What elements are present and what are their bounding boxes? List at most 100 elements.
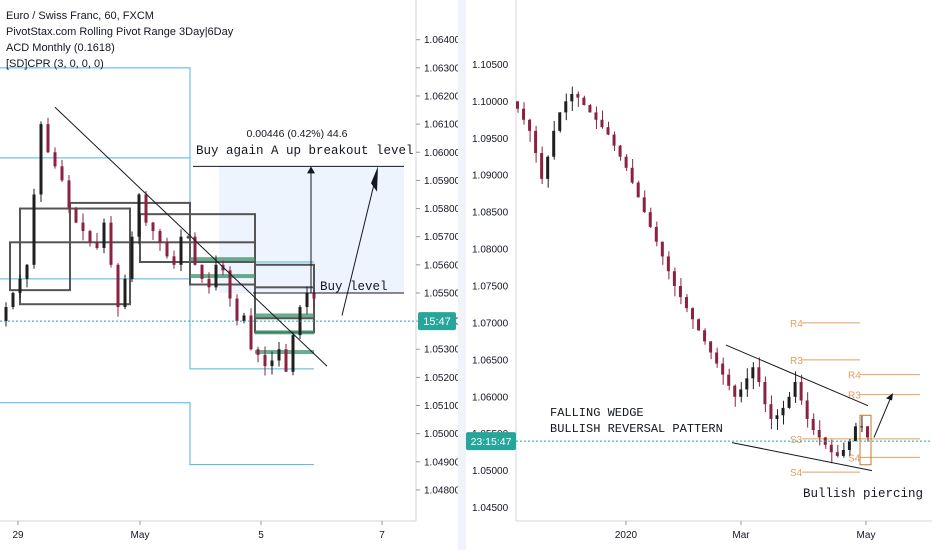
candle-body (859, 426, 863, 428)
candle-body (207, 278, 211, 288)
candle-body (612, 134, 616, 146)
candle-body (727, 374, 731, 386)
y-tick-label: 1.06100 (424, 120, 461, 131)
candle-body (546, 156, 550, 179)
candle-body (32, 194, 36, 265)
candle-body (11, 292, 15, 308)
y-tick-label: 1.05500 (424, 288, 461, 299)
y-tick-label: 1.05900 (424, 176, 461, 187)
candle-body (312, 292, 316, 299)
candle-body (39, 124, 43, 195)
candle-body (540, 153, 544, 179)
candle-body (67, 180, 71, 209)
candle-body (733, 385, 737, 397)
wedge-lower-line (731, 442, 873, 472)
buy-level-label: Buy level (320, 280, 388, 294)
measure-arrowhead (307, 166, 315, 174)
candle-body (81, 222, 85, 232)
candle-body (200, 264, 204, 279)
y-tick-label: 1.10000 (472, 97, 509, 108)
legend-indicator-cpr[interactable]: [SD]CPR (3, 0, 0, 0) (6, 58, 104, 70)
candle-body (799, 382, 803, 401)
candle-body (691, 308, 694, 320)
cpr-green-band (255, 330, 314, 335)
breakout-arrow (873, 394, 893, 438)
candle-body (53, 152, 57, 167)
candle-body (666, 256, 670, 272)
candle-body (817, 430, 821, 438)
candle-body (697, 319, 701, 331)
pivot-lower-line (0, 402, 314, 466)
pivot-level-label: S4 (790, 468, 803, 479)
candle-body (769, 404, 773, 419)
current-price-tag (466, 432, 516, 451)
chart-legend: Euro / Swiss Franc, 60, FXCM PivotStax.c… (6, 8, 233, 72)
candle-body (570, 93, 574, 102)
candle-body (660, 241, 664, 257)
y-tick-label: 1.08500 (472, 208, 509, 219)
y-tick-label: 1.10500 (472, 60, 509, 71)
candle-body (672, 271, 676, 286)
y-tick-label: 1.05000 (424, 429, 461, 440)
cpr-green-band (190, 257, 255, 262)
y-tick-label: 1.07500 (472, 281, 509, 292)
x-tick-label: 5 (258, 530, 264, 541)
candle-body (193, 236, 197, 265)
legend-title[interactable]: Euro / Swiss Franc, 60, FXCM (6, 10, 154, 22)
y-tick-label: 1.05200 (424, 373, 461, 384)
candle-body (552, 130, 556, 157)
candle-body (179, 236, 183, 265)
pivot-s1-line (0, 278, 314, 370)
pivot-level-label: S4 (848, 453, 861, 464)
candle-body (263, 354, 267, 367)
wedge-subtitle-label: BULLISH REVERSAL PATTERN (550, 422, 723, 436)
candle-body (186, 236, 190, 238)
candle-body (256, 349, 260, 355)
cpr-green-band (255, 313, 314, 318)
y-tick-label: 1.05100 (424, 401, 461, 412)
pivot-level-label: S3 (790, 435, 803, 446)
candle-body (624, 156, 628, 168)
candle-body (648, 212, 652, 227)
candle-body (242, 315, 246, 322)
current-price-label: 15:47 (423, 316, 451, 328)
candle-body (576, 93, 580, 98)
y-tick-label: 1.05300 (424, 345, 461, 356)
candle-body (270, 360, 274, 367)
candle-body (721, 363, 725, 375)
y-tick-label: 1.06300 (424, 63, 461, 74)
projection-arrow (341, 171, 378, 316)
cpr-box (69, 201, 191, 244)
legend-indicator-acd[interactable]: ACD Monthly (0.1618) (6, 42, 115, 54)
pivot-r1-line (0, 157, 191, 262)
breakout-arrowhead (886, 393, 893, 401)
candle-body (102, 222, 106, 248)
candle-body (853, 426, 857, 442)
breakout-level-label: Buy again A up breakout level (196, 144, 414, 158)
y-tick-label: 1.04900 (424, 457, 461, 468)
x-tick-label: 2020 (615, 530, 638, 541)
candle-body (291, 335, 295, 372)
candle-body (582, 97, 586, 106)
legend-indicator-pivot[interactable]: PivotStax.com Rolling Pivot Range 3Day|6… (6, 26, 234, 38)
candle-body (618, 145, 622, 157)
cpr-box (9, 241, 71, 292)
y-tick-label: 1.04800 (424, 485, 461, 496)
candle-body (739, 389, 743, 397)
pivot-level-label: R3 (790, 356, 803, 367)
pivot-level-label: R4 (790, 319, 803, 330)
candle-body (25, 264, 29, 279)
projection-arrowhead (371, 166, 378, 192)
candle-body (130, 236, 134, 279)
candle-body (172, 256, 176, 265)
y-tick-label: 1.05800 (424, 204, 461, 215)
candle-body (88, 231, 92, 243)
downtrend-line (54, 106, 328, 367)
cpr-green-band (190, 274, 255, 279)
candle-body (793, 382, 797, 397)
candle-body (600, 119, 604, 128)
candle-body (757, 367, 761, 383)
candle-body (528, 119, 532, 131)
candle-body (137, 194, 141, 237)
